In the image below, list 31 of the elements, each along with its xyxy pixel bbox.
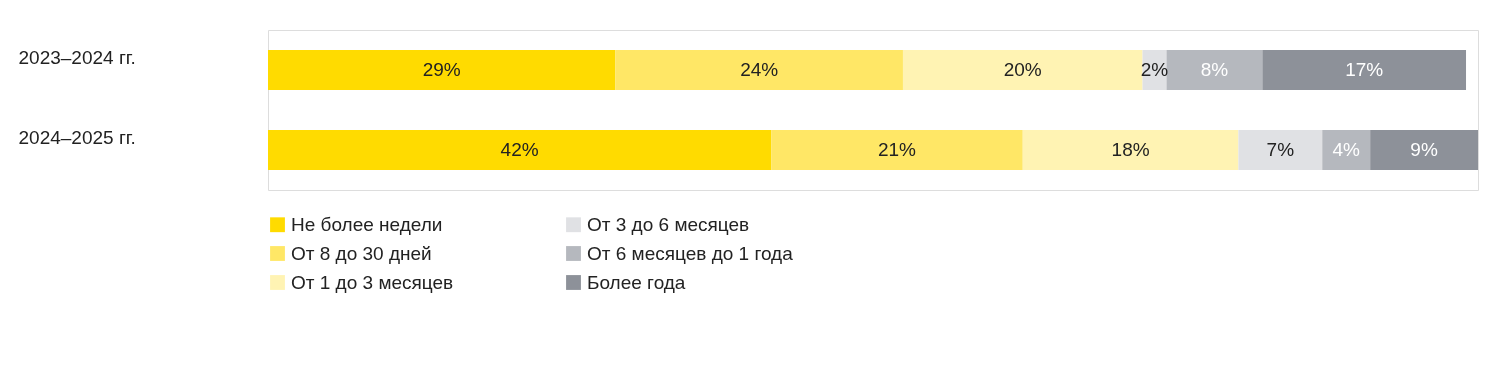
bar	[615, 50, 903, 90]
data-label: 17%	[1345, 59, 1384, 80]
data-label: 18%	[1111, 139, 1150, 160]
data-label: 7%	[1266, 139, 1295, 160]
bar	[1322, 130, 1371, 170]
data-label: 2%	[1140, 59, 1169, 80]
data-label: 21%	[877, 139, 917, 160]
bar	[1370, 130, 1478, 170]
legend-label: От 3 до 6 месяцев	[587, 213, 750, 235]
bar	[268, 130, 772, 170]
data-label: 9%	[1410, 139, 1438, 160]
data-label: 29%	[422, 59, 461, 80]
bar	[1262, 50, 1467, 90]
legend-label: От 1 до 3 месяцев	[291, 271, 454, 293]
bar	[1166, 50, 1263, 90]
legend-label: От 6 месяцев до 1 года	[587, 242, 794, 264]
data-label: 4%	[1332, 139, 1361, 160]
data-label: 24%	[740, 59, 779, 80]
data-label: 42%	[500, 139, 539, 160]
y-tick-label: 2023–2024 гг.	[18, 47, 136, 68]
bar	[902, 50, 1143, 90]
legend-label: Более года	[587, 271, 686, 293]
bar	[1022, 130, 1239, 170]
legend-label: От 8 до 30 дней	[291, 242, 432, 264]
bar	[1238, 130, 1323, 170]
y-tick-label: 2024–2025 гг.	[18, 127, 136, 148]
data-label: 8%	[1200, 59, 1229, 80]
legend-label: Не более недели	[291, 213, 443, 235]
data-label: 20%	[1003, 59, 1042, 80]
bar	[771, 130, 1023, 170]
bar	[268, 50, 616, 90]
